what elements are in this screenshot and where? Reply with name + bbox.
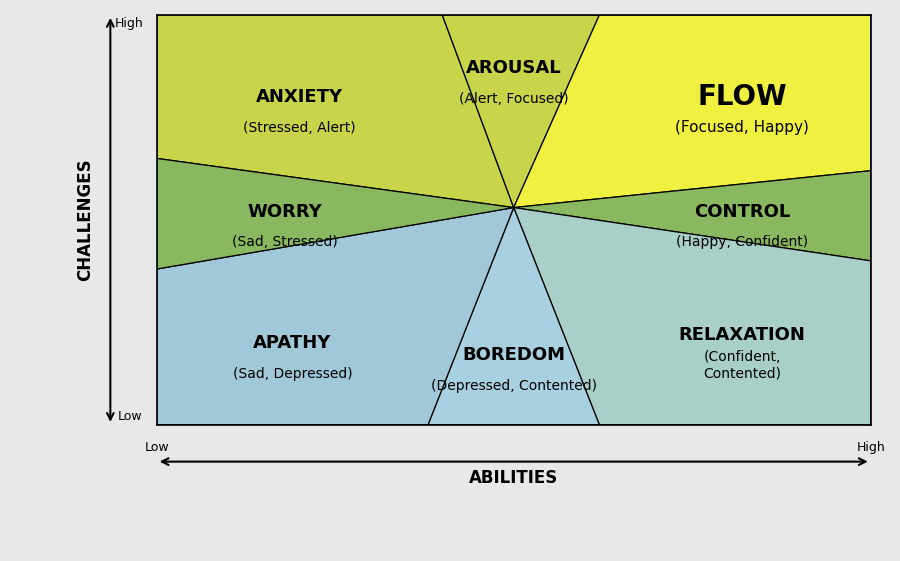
Text: AROUSAL: AROUSAL — [466, 59, 562, 77]
Text: (Depressed, Contented): (Depressed, Contented) — [431, 379, 597, 393]
Polygon shape — [514, 171, 870, 261]
Text: (Sad, Stressed): (Sad, Stressed) — [232, 236, 338, 250]
Polygon shape — [442, 15, 599, 208]
Text: ABILITIES: ABILITIES — [469, 469, 558, 487]
Text: RELAXATION: RELAXATION — [679, 325, 806, 343]
Text: CHALLENGES: CHALLENGES — [76, 159, 94, 281]
Polygon shape — [157, 158, 514, 269]
Polygon shape — [428, 208, 599, 425]
Text: CONTROL: CONTROL — [694, 203, 790, 220]
Text: (Happy, Confident): (Happy, Confident) — [676, 236, 808, 250]
Text: FLOW: FLOW — [698, 83, 787, 111]
Text: (Alert, Focused): (Alert, Focused) — [459, 92, 569, 106]
Text: High: High — [115, 17, 144, 30]
Polygon shape — [514, 208, 870, 425]
Text: Low: Low — [144, 441, 169, 454]
Polygon shape — [157, 208, 514, 425]
Text: (Sad, Depressed): (Sad, Depressed) — [232, 366, 352, 380]
Text: (Focused, Happy): (Focused, Happy) — [675, 120, 809, 135]
Text: BOREDOM: BOREDOM — [463, 346, 565, 364]
Text: Low: Low — [117, 410, 142, 423]
Text: High: High — [856, 441, 885, 454]
Text: (Stressed, Alert): (Stressed, Alert) — [243, 121, 356, 135]
Text: (Confident,
Contented): (Confident, Contented) — [703, 350, 781, 380]
Text: ANXIETY: ANXIETY — [256, 88, 343, 106]
Text: WORRY: WORRY — [248, 203, 322, 220]
Text: APATHY: APATHY — [253, 334, 331, 352]
Polygon shape — [514, 15, 870, 208]
Polygon shape — [157, 15, 514, 208]
